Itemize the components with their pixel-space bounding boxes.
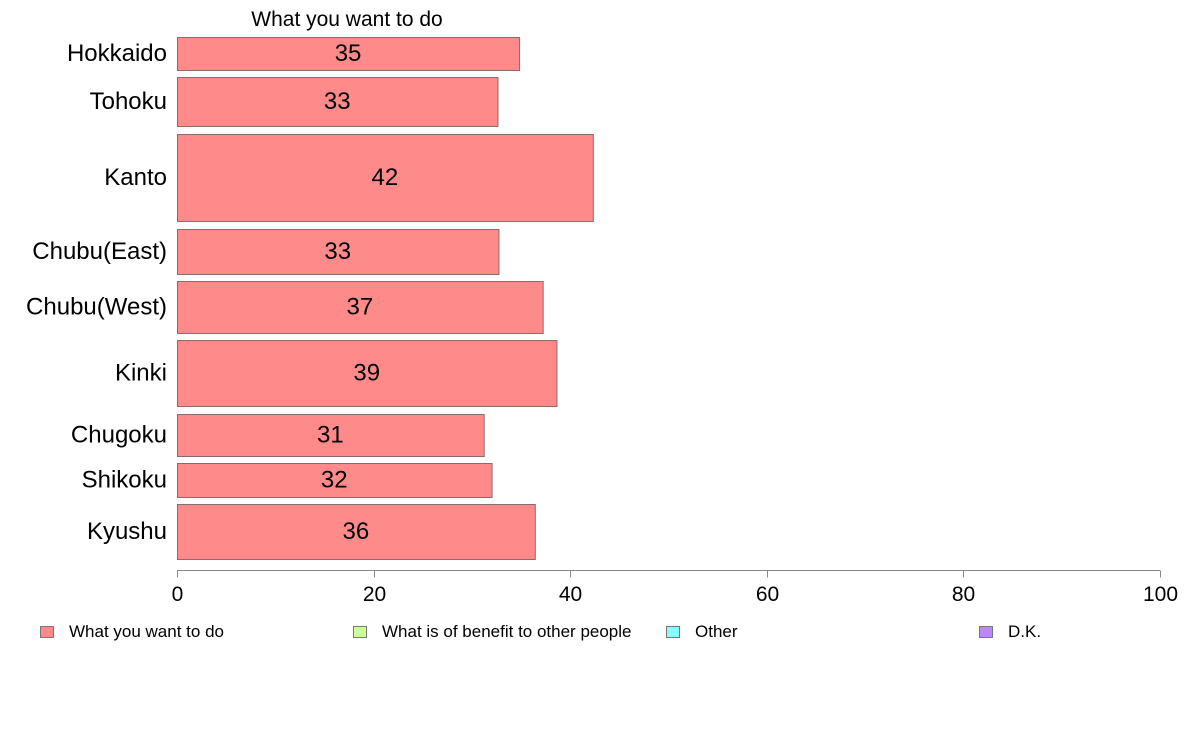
category-label: Chubu(West) (26, 294, 167, 321)
x-tick-label: 20 (363, 583, 386, 606)
legend-swatch (979, 626, 993, 638)
x-tick-label: 40 (559, 583, 582, 606)
legend-label: What you want to do (69, 622, 224, 641)
legend-item-other: Other (666, 622, 738, 642)
legend-label: Other (695, 622, 738, 641)
legend-swatch (666, 626, 680, 638)
category-label: Hokkaido (67, 40, 167, 67)
bar-kyushu (177, 504, 536, 560)
data-label: 31 (317, 422, 344, 449)
data-label: 39 (353, 360, 380, 387)
legend: What you want to do What is of benefit t… (0, 622, 1188, 646)
category-label: Chugoku (71, 422, 167, 449)
category-label: Tohoku (90, 88, 167, 115)
bar-chugoku (177, 414, 485, 457)
data-label: 35 (335, 40, 362, 67)
data-label: 33 (324, 238, 351, 265)
bar-chubu-east (177, 229, 500, 275)
bar-shikoku (177, 463, 493, 498)
legend-item-benefit-to-others: What is of benefit to other people (353, 622, 632, 642)
data-label: 42 (372, 164, 399, 191)
bar-kinki (177, 340, 558, 407)
legend-item-dk: D.K. (979, 622, 1041, 642)
legend-item-what-you-want-to-do: What you want to do (40, 622, 224, 642)
category-label: Shikoku (82, 467, 167, 494)
x-tick-label: 100 (1143, 583, 1178, 606)
chart-title: What you want to do (251, 8, 442, 31)
bar-chubu-west (177, 281, 544, 334)
legend-label: D.K. (1008, 622, 1042, 641)
data-label: 33 (324, 88, 351, 115)
x-tick-label: 80 (952, 583, 975, 606)
legend-swatch (40, 626, 54, 638)
bar-tohoku (177, 77, 499, 127)
x-tick-label: 60 (756, 583, 779, 606)
data-label: 37 (346, 294, 373, 321)
data-label: 32 (321, 467, 348, 494)
x-tick-label: 0 (172, 583, 184, 606)
legend-swatch (353, 626, 367, 638)
bar-kanto (177, 134, 594, 222)
bar-hokkaido (177, 37, 521, 71)
category-label: Kinki (115, 360, 167, 387)
category-label: Kyushu (87, 518, 167, 545)
category-label: Kanto (104, 164, 167, 191)
legend-label: What is of benefit to other people (382, 622, 632, 641)
category-label: Chubu(East) (32, 238, 167, 265)
data-label: 36 (343, 518, 370, 545)
